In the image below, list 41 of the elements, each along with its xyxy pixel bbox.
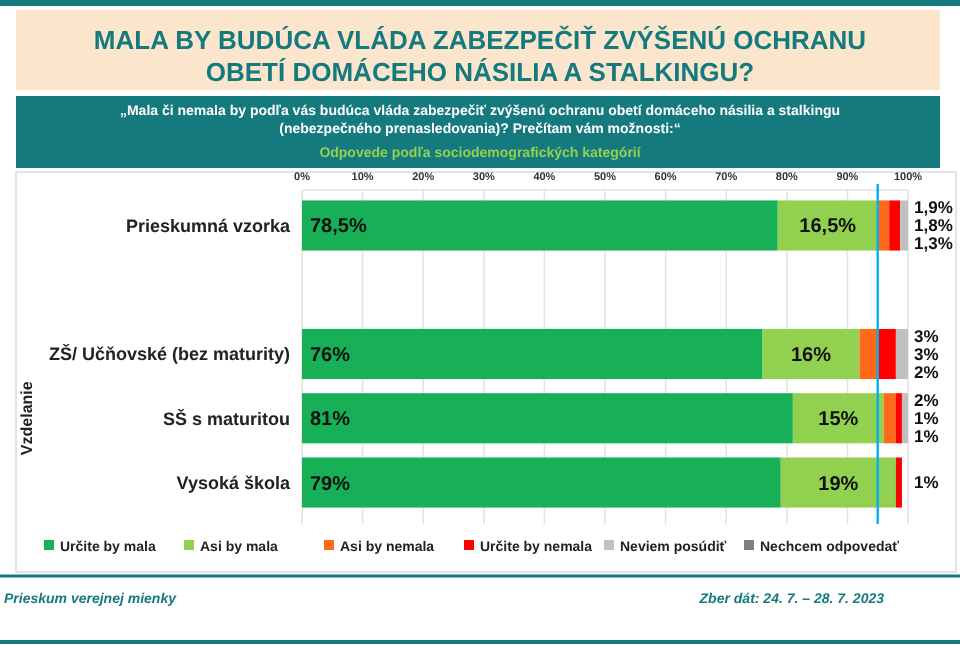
bar <box>877 328 896 380</box>
data-label: 19% <box>818 473 859 496</box>
bar <box>900 200 908 251</box>
data-label: 3% <box>914 343 940 364</box>
bar <box>901 393 908 444</box>
bar <box>883 393 896 444</box>
data-label: 16,5% <box>799 216 857 239</box>
bar <box>895 393 902 444</box>
data-label: 16% <box>791 345 832 367</box>
data-label: 1,9% <box>914 197 954 218</box>
data-label: 1,8% <box>914 215 954 236</box>
bar <box>895 328 908 380</box>
bar <box>777 200 878 251</box>
y-tick-label: Prieskumná vzorka <box>125 215 292 236</box>
data-label: 1% <box>914 408 940 429</box>
chart-title: MALA BY BUDÚCA VLÁDA ZABEZPEČIŤ ZVÝŠENÚ OCHRANU OBETÍ DOMÁCEHO NÁSILIA A STALKINGU? <box>93 25 867 88</box>
data-label: 79% <box>310 473 351 496</box>
bar <box>889 200 901 251</box>
y-tick-label: Vysoká škola <box>176 472 292 493</box>
data-label: 1% <box>914 426 940 447</box>
data-label: 15% <box>818 409 859 432</box>
data-label: 1,3% <box>914 233 954 254</box>
data-label: 2% <box>914 390 940 411</box>
y-tick-label: ZŠ/ Učňovské (bez maturity) <box>48 342 290 365</box>
bar <box>895 457 902 508</box>
data-label: 81% <box>310 409 351 432</box>
bar <box>780 457 896 508</box>
data-label: 1% <box>914 472 940 493</box>
text: Vzdelanie <box>18 380 36 456</box>
bar <box>302 457 781 508</box>
bar <box>762 328 860 380</box>
bar <box>302 328 763 380</box>
data-label: 78,5% <box>310 216 367 239</box>
bar <box>302 200 778 251</box>
bar <box>859 328 878 380</box>
data-label: 76% <box>310 345 351 367</box>
bar <box>792 393 884 444</box>
data-label: 3% <box>914 325 940 346</box>
bar <box>302 393 793 444</box>
data-label: 2% <box>914 361 940 382</box>
y-tick-label: SŠ s maturitou <box>162 406 290 429</box>
